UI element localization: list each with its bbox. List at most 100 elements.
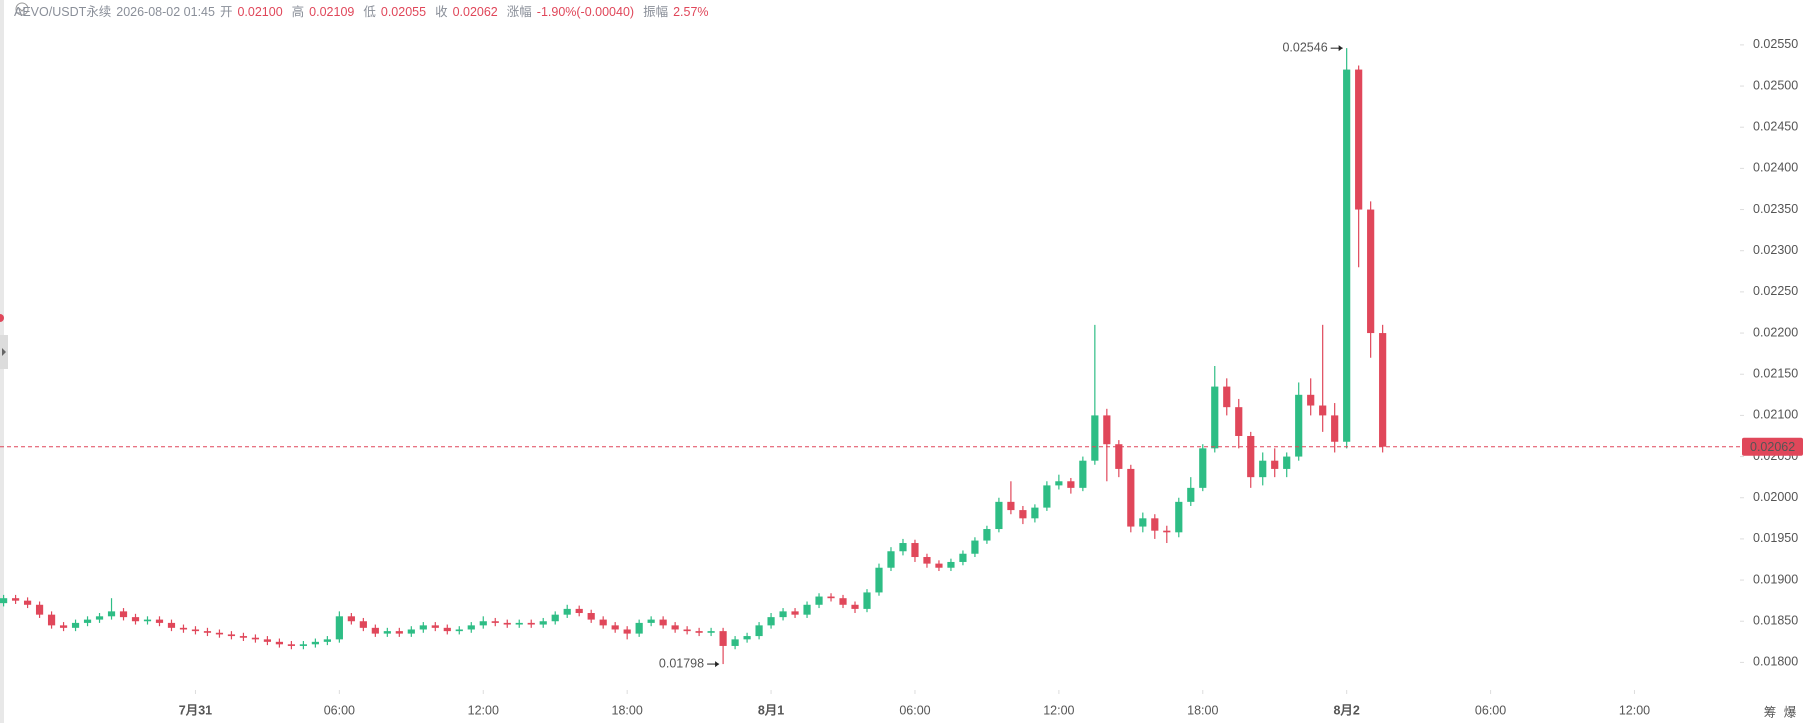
candle-body <box>419 625 427 630</box>
candle-body <box>1055 481 1063 486</box>
y-tick-label: 0.02500 <box>1753 78 1798 92</box>
field-label: 涨幅 <box>506 5 532 19</box>
candle-body <box>599 619 607 626</box>
candle-body <box>1379 333 1387 447</box>
y-tick-label: 0.01950 <box>1753 531 1798 545</box>
candle-body <box>239 636 248 638</box>
candle-body <box>1115 444 1123 469</box>
candle-body <box>995 501 1003 530</box>
x-tick-label: 8月1 <box>758 703 784 717</box>
field-value: 2.57% <box>673 5 709 19</box>
y-tick-label: 0.01800 <box>1753 655 1798 669</box>
candle-body <box>167 622 176 628</box>
symbol: AEVO/USDT永续 <box>14 5 112 19</box>
candle-body <box>1367 209 1375 334</box>
candle-body <box>1019 510 1027 519</box>
candle-body <box>359 621 367 628</box>
candle-body <box>383 631 391 634</box>
candle-body <box>203 631 212 633</box>
min-label-arrowhead <box>715 661 720 668</box>
candle-body <box>587 613 595 620</box>
candle-body <box>779 611 787 618</box>
min-label: 0.01798 <box>659 656 704 670</box>
candle-body <box>791 611 799 615</box>
field-label: 振幅 <box>643 5 669 19</box>
field-value: -1.90%(-0.00040) <box>536 5 635 19</box>
candle-body <box>875 567 883 593</box>
candle-body <box>131 617 140 622</box>
candle-body <box>263 639 272 642</box>
candle-body <box>683 629 691 632</box>
candle-body <box>1031 507 1039 519</box>
candle-body <box>1343 69 1351 442</box>
candle-body <box>215 632 224 635</box>
candle-body <box>695 631 703 633</box>
field-value: 0.02055 <box>380 5 427 19</box>
candle-body <box>755 625 763 637</box>
candle-body <box>1151 518 1159 531</box>
field-value: 0.02062 <box>452 5 498 19</box>
candle-body <box>719 631 727 646</box>
candle-body <box>1007 501 1015 511</box>
candle-body <box>551 614 559 622</box>
candle-body <box>851 604 859 609</box>
candle-body <box>1235 407 1243 436</box>
candle-body <box>971 540 979 554</box>
candle-body <box>863 592 871 609</box>
candle-body <box>59 625 68 628</box>
candle-body <box>251 637 260 640</box>
candle-body <box>1355 69 1363 210</box>
toggle-arrow <box>2 348 6 356</box>
candle-body <box>1103 415 1111 445</box>
candle-body <box>923 557 931 564</box>
candle-body <box>95 616 104 620</box>
y-tick-label: 0.02350 <box>1753 202 1798 216</box>
candle-body <box>671 625 679 630</box>
candle-body <box>1079 460 1087 488</box>
y-tick-label: 0.02100 <box>1753 408 1798 422</box>
candle-body <box>1199 448 1207 488</box>
x-tick-label: 12:00 <box>1043 703 1074 717</box>
y-tick-label: 0.02150 <box>1753 367 1798 381</box>
x-tick-label: 8月2 <box>1333 703 1359 717</box>
collapse-icon[interactable] <box>15 2 29 16</box>
candle-body <box>227 634 236 637</box>
field-label: 高 <box>291 5 305 19</box>
candle-body <box>371 627 379 634</box>
candle-body <box>431 625 439 628</box>
candle-body <box>1271 460 1279 469</box>
candle-body <box>479 621 487 626</box>
icon-liq[interactable]: 爆 <box>1784 705 1797 719</box>
y-tick-label: 0.02300 <box>1753 243 1798 257</box>
candle-body <box>1283 456 1291 469</box>
max-label: 0.02546 <box>1282 40 1327 54</box>
candle-body <box>1247 435 1255 478</box>
header: AEVO/USDT永续 2026-08-02 01:45 开 0.02100 高 0.02… <box>14 1 718 20</box>
candle-body <box>83 619 92 623</box>
candle-body <box>635 622 643 634</box>
candle-body <box>455 629 463 632</box>
candle-body <box>539 621 547 625</box>
price-dot <box>0 314 4 322</box>
candle-body <box>287 644 295 646</box>
candle-body <box>323 639 331 642</box>
candle-body <box>983 529 991 541</box>
candle-body <box>119 611 128 618</box>
y-tick-label: 0.02550 <box>1753 37 1798 51</box>
candle-body <box>1331 415 1339 442</box>
candle-body <box>827 596 835 599</box>
time: 2026-08-02 01:45 <box>116 5 215 19</box>
candle-body <box>0 598 8 604</box>
candle-body <box>1175 501 1183 533</box>
candle-body <box>395 631 403 634</box>
field-label: 收 <box>435 5 448 19</box>
candle-body <box>611 625 619 630</box>
candle-body <box>1091 415 1099 461</box>
candle-body <box>803 604 811 615</box>
candle-body <box>887 551 895 568</box>
icon-chips[interactable]: 筹 <box>1764 704 1777 719</box>
candle-body <box>647 619 655 623</box>
max-label-arrowhead <box>1338 45 1343 52</box>
candle-body <box>839 598 847 605</box>
